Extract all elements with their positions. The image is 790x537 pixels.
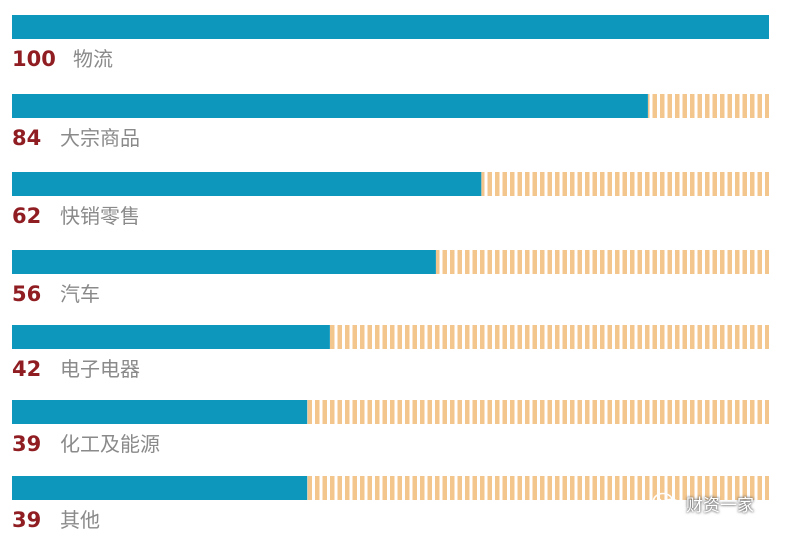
bar-value-label: 100 bbox=[12, 47, 56, 71]
wechat-icon bbox=[652, 492, 681, 513]
bar bbox=[12, 94, 648, 118]
bar-row: 39 化工及能源 bbox=[12, 400, 769, 456]
bar-remainder bbox=[481, 172, 769, 196]
bar-row: 56 汽车 bbox=[12, 250, 769, 306]
bar bbox=[12, 172, 482, 196]
bar-category-label: 汽车 bbox=[60, 282, 100, 306]
bar bbox=[12, 400, 308, 424]
bar-category-label: 物流 bbox=[73, 47, 113, 71]
bar-value-label: 42 bbox=[12, 357, 41, 381]
bar-remainder bbox=[435, 250, 769, 274]
bar-row: 39 其他 bbox=[12, 476, 769, 532]
bar-value-label: 56 bbox=[12, 282, 41, 306]
bar-value-label: 39 bbox=[12, 432, 41, 456]
bar-value-label: 39 bbox=[12, 508, 41, 532]
bar-row: 100 物流 bbox=[12, 15, 769, 71]
bar-value-label: 62 bbox=[12, 204, 41, 228]
bar-category-label: 电子电器 bbox=[60, 357, 140, 381]
bar-row: 84 大宗商品 bbox=[12, 94, 769, 150]
bars-layer: 100 物流 84 大宗商品 62 快销零售 56 汽车 42 电子电器 39 化工及能源 39 其他 bbox=[12, 15, 769, 532]
bar-remainder bbox=[307, 400, 769, 424]
watermark-text: 财资一家 bbox=[686, 495, 754, 516]
bar-category-label: 快销零售 bbox=[60, 204, 140, 228]
bar-category-label: 化工及能源 bbox=[60, 432, 160, 456]
bar bbox=[12, 325, 330, 349]
bar-value-label: 84 bbox=[12, 126, 41, 150]
bar-remainder bbox=[647, 94, 769, 118]
bar bbox=[12, 15, 769, 39]
bar-row: 42 电子电器 bbox=[12, 325, 769, 381]
bar-category-label: 其他 bbox=[60, 508, 100, 532]
bar bbox=[12, 476, 308, 500]
watermark: 财资一家 bbox=[652, 490, 754, 516]
bar-category-label: 大宗商品 bbox=[60, 126, 140, 150]
bar bbox=[12, 250, 436, 274]
bar-row: 62 快销零售 bbox=[12, 172, 769, 228]
bar-remainder bbox=[329, 325, 769, 349]
bar-remainder bbox=[307, 476, 769, 500]
